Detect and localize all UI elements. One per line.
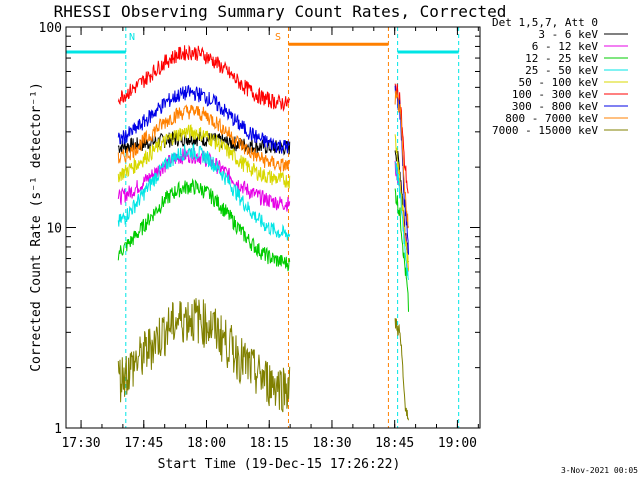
series-lines [117,44,409,421]
series-line-8 [117,298,291,413]
legend-label: 800 - 7000 keV [505,112,598,125]
y-axis: 1 10 100 [39,21,480,437]
legend-title: Det 1,5,7, Att 0 [492,16,598,29]
series-line-5 [117,44,291,112]
legend-label: 25 - 50 keV [525,64,598,77]
x-tick-label: 18:00 [187,436,226,451]
series-tail-4 [394,134,409,271]
series-tail-2 [394,188,409,312]
saa-marker-label: S [275,32,281,43]
y-tick-label: 100 [39,21,62,36]
x-axis-label: Start Time (19-Dec-15 17:26:22) [158,457,401,472]
legend-label: 50 - 100 keV [519,76,599,89]
y-tick-label: 1 [54,422,62,437]
x-tick-label: 18:45 [375,436,414,451]
legend-label: 6 - 12 keV [532,40,599,53]
y-axis-label: Corrected Count Rate (s⁻¹ detector⁻¹) [29,82,44,372]
series-line-6 [117,84,291,154]
series-tail-3 [394,161,409,280]
y-tick-label: 10 [46,222,62,237]
series-line-4 [117,124,291,189]
legend-label: 3 - 6 keV [538,28,598,41]
x-tick-label: 19:00 [438,436,477,451]
night-marker-label: N [129,32,135,43]
x-tick-label: 17:30 [61,436,100,451]
timestamp: 3-Nov-2021 00:05 [561,466,638,475]
legend-label: 7000 - 15000 keV [492,124,598,137]
chart-title: RHESSI Observing Summary Count Rates, Co… [54,2,507,21]
series-tail-7 [394,90,409,229]
legend-label: 100 - 300 keV [512,88,598,101]
legend-label: 300 - 800 keV [512,100,598,113]
x-axis: 17:30 17:45 18:00 18:15 18:30 18:45 19:00 [61,27,479,451]
x-tick-label: 17:45 [124,436,163,451]
series-line-7 [117,104,291,172]
x-tick-label: 18:15 [250,436,289,451]
series-line-2 [117,177,291,272]
series-tail-8 [394,318,409,421]
legend-label: 12 - 25 keV [525,52,598,65]
x-tick-label: 18:30 [312,436,351,451]
series-line-3 [117,142,291,241]
